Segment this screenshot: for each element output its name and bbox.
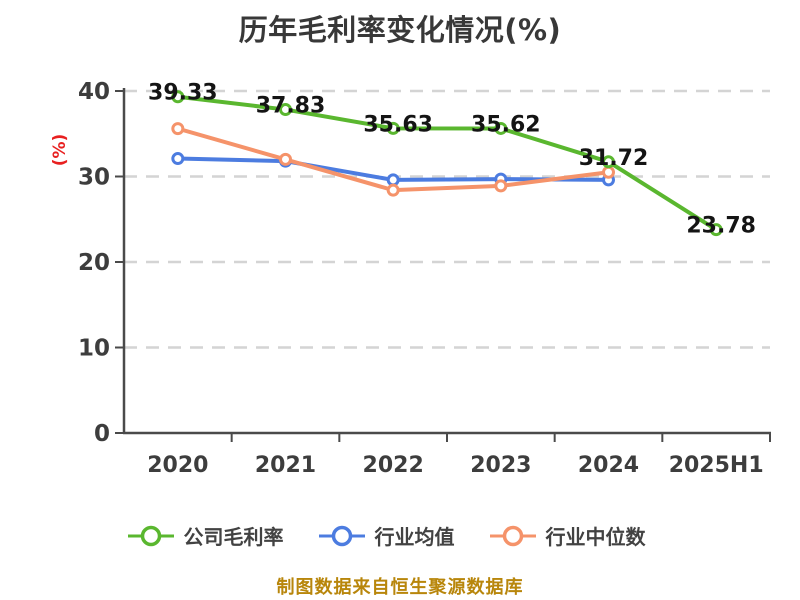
plot-area: 0 10 20 30 40 2020 2021 2022 2023 2024 2025H1 39.33…: [78, 79, 771, 478]
data-point-marker: [171, 90, 185, 104]
legend-label: 行业中位数: [545, 525, 646, 549]
data-point-marker: [709, 223, 723, 237]
data-point-marker: [386, 173, 400, 187]
chart-title: 历年毛利率变化情况(%): [238, 13, 562, 47]
legend-item-1: 公司毛利率: [127, 521, 284, 550]
data-point-marker: [494, 121, 508, 135]
legend-marker-icon: [127, 525, 174, 546]
x-tick-label: 2022: [363, 453, 424, 478]
legend: 公司毛利率 行业均值 行业中位数: [0, 521, 786, 550]
data-point-marker: [386, 121, 400, 135]
value-label: 23.78: [686, 214, 756, 239]
x-tick-label: 2021: [255, 453, 316, 478]
y-tick-label: 0: [94, 421, 110, 447]
data-point-marker: [602, 155, 615, 169]
x-tick-label: 2025H1: [669, 453, 764, 478]
y-tick-label: 10: [78, 336, 110, 362]
legend-marker-icon: [318, 525, 365, 546]
value-label: 35.62: [471, 112, 541, 137]
legend-label: 公司毛利率: [183, 525, 284, 549]
x-tick-label: 2023: [470, 453, 531, 478]
y-tick-label: 20: [78, 250, 110, 276]
data-point-marker: [386, 183, 400, 197]
legend-item-2: 行业均值: [318, 521, 455, 550]
data-point-marker: [494, 179, 508, 193]
legend-circle: [140, 525, 161, 546]
value-label: 31.72: [579, 146, 649, 171]
legend-label: 行业均值: [374, 525, 455, 549]
value-label: 35.63: [363, 112, 433, 137]
value-label: 39.33: [148, 81, 218, 106]
x-tick-label: 2020: [147, 453, 208, 478]
legend-circle: [331, 525, 352, 546]
data-point-marker: [171, 152, 185, 166]
series-line: [175, 94, 719, 232]
y-tick-label: 40: [78, 79, 110, 105]
data-point-marker: [171, 122, 185, 136]
data-source-note: 制图数据来自恒生聚源数据库: [276, 577, 524, 598]
x-tick-label: 2024: [578, 453, 639, 478]
legend-marker-icon: [489, 525, 536, 546]
legend-circle: [502, 525, 523, 546]
data-point-marker: [279, 152, 292, 166]
y-tick-label: 30: [78, 165, 110, 191]
legend-item-3: 行业中位数: [489, 521, 646, 550]
value-label: 37.83: [256, 94, 326, 119]
data-point-marker: [279, 103, 292, 117]
